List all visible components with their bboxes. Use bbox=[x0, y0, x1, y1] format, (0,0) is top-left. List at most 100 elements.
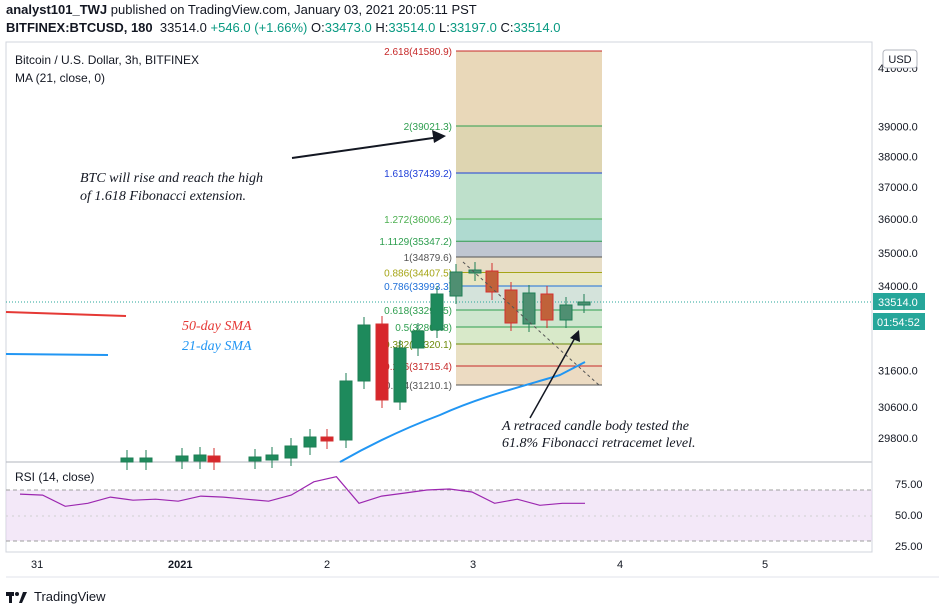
price-tick: 35000.0 bbox=[878, 248, 918, 260]
author-name: analyst101_TWJ bbox=[6, 2, 108, 17]
candle-body bbox=[303, 436, 317, 448]
time-tick-5: 5 bbox=[762, 559, 768, 571]
rsi-legend: RSI (14, close) bbox=[15, 470, 94, 484]
open-value: 33473.0 bbox=[324, 20, 372, 35]
tradingview-brand: TradingView bbox=[34, 589, 106, 604]
sma50-label: 50-day SMA bbox=[182, 319, 252, 334]
fib-level-label: 1(34879.6) bbox=[404, 253, 452, 264]
ma21-line bbox=[339, 361, 586, 463]
fib-band bbox=[456, 241, 602, 257]
candle-body bbox=[559, 304, 573, 321]
fib-band bbox=[456, 173, 602, 219]
currency-button[interactable] bbox=[882, 49, 918, 69]
candle-body bbox=[430, 293, 444, 331]
fib-band bbox=[456, 344, 602, 366]
candle-body bbox=[540, 293, 554, 321]
symbol-label: BITFINEX:BTCUSD, 180 bbox=[6, 20, 153, 35]
candle-body bbox=[339, 380, 353, 441]
time-tick-31: 31 bbox=[31, 559, 43, 571]
retrace-arrowhead bbox=[570, 330, 580, 342]
candle-body bbox=[120, 457, 134, 463]
fib-band bbox=[456, 219, 602, 242]
fib-band bbox=[456, 327, 602, 344]
candle-body bbox=[193, 454, 207, 462]
candle-body bbox=[577, 301, 591, 306]
sma21-left-line bbox=[5, 353, 109, 356]
time-tick-4: 4 bbox=[617, 559, 623, 571]
tradingview-logo-icon bbox=[6, 591, 27, 603]
currency-label: USD bbox=[888, 54, 911, 66]
price-change: +546.0 (+1.66%) bbox=[210, 20, 308, 35]
fib-level-label: 0.236(31715.4) bbox=[384, 362, 452, 373]
close-value: 33514.0 bbox=[513, 20, 561, 35]
publish-line: analyst101_TWJ published on TradingView.… bbox=[6, 2, 477, 17]
tradingview-logo[interactable]: TradingView bbox=[6, 589, 106, 604]
countdown-value: 01:54:52 bbox=[877, 317, 920, 329]
fib-level-label: 1.618(37439.2) bbox=[384, 169, 452, 180]
candle-body bbox=[411, 330, 425, 349]
projection-line bbox=[462, 261, 601, 387]
candle-body bbox=[485, 270, 499, 293]
rise-note-1: BTC will rise and reach the high bbox=[80, 171, 263, 186]
candle-body bbox=[522, 292, 536, 325]
rise-arrow-line bbox=[291, 136, 441, 159]
fib-level-label: 2.618(41580.9) bbox=[384, 47, 452, 58]
price-tag bbox=[873, 293, 925, 310]
price-tick: 31600.0 bbox=[878, 365, 918, 377]
time-tick-2: 2 bbox=[324, 559, 330, 571]
price-tick: 36000.0 bbox=[878, 214, 918, 226]
ma-legend: MA (21, close, 0) bbox=[15, 71, 105, 85]
sma50-line bbox=[5, 311, 127, 317]
candle-body bbox=[284, 445, 298, 459]
fibonacci-levels: 2.618(41580.9) 2(39021.3) 1.618(37439.2) 1.… bbox=[379, 47, 602, 392]
rise-arrowhead bbox=[432, 130, 446, 143]
candle-body bbox=[449, 271, 463, 297]
fib-band bbox=[456, 272, 602, 286]
candle-body bbox=[175, 455, 189, 462]
rsi-line bbox=[19, 476, 585, 507]
fib-band bbox=[456, 126, 602, 173]
fib-level-label: 0.114(31210.1) bbox=[385, 381, 452, 392]
price-tick: 38000.0 bbox=[878, 151, 918, 163]
fib-level-label: 2(39021.3) bbox=[404, 122, 452, 133]
countdown-tag bbox=[873, 313, 925, 330]
candle-body bbox=[393, 347, 407, 403]
retrace-note-2: 61.8% Fibonacci retracemet level. bbox=[502, 436, 695, 451]
rsi-tick-50: 50.00 bbox=[895, 510, 923, 522]
time-tick-2021: 2021 bbox=[168, 559, 192, 571]
high-value: 33514.0 bbox=[388, 20, 436, 35]
sma21-label: 21-day SMA bbox=[182, 339, 252, 354]
candles bbox=[120, 262, 591, 470]
retrace-note-1: A retraced candle body tested the bbox=[501, 419, 689, 434]
candle-body bbox=[265, 454, 279, 461]
candle-body bbox=[320, 436, 334, 442]
price-tick: 29800.0 bbox=[878, 433, 918, 445]
candle-body bbox=[468, 269, 482, 274]
chart-title: Bitcoin / U.S. Dollar, 3h, BITFINEX bbox=[15, 53, 199, 67]
candle-body bbox=[207, 455, 221, 463]
candle-body bbox=[248, 456, 262, 462]
last-price: 33514.0 bbox=[159, 20, 207, 35]
candle-body bbox=[139, 457, 153, 463]
rsi-tick-75: 75.00 bbox=[895, 479, 923, 491]
fib-level-label: 0.886(34407.5) bbox=[384, 268, 452, 279]
price-tick: 30600.0 bbox=[878, 402, 918, 414]
publish-info: published on TradingView.com, January 03… bbox=[110, 2, 477, 17]
candle-body bbox=[375, 323, 389, 401]
price-tick: 37000.0 bbox=[878, 182, 918, 194]
low-value: 33197.0 bbox=[449, 20, 497, 35]
fib-band bbox=[456, 366, 602, 385]
rsi-tick-25: 25.00 bbox=[895, 541, 923, 553]
fib-level-label: 0.5(32808.8) bbox=[395, 323, 452, 334]
candle-body bbox=[504, 289, 518, 324]
fib-level-label: 1.272(36006.2) bbox=[384, 215, 452, 226]
price-axis[interactable]: 41000.039000.038000.037000.036000.035000… bbox=[878, 63, 918, 445]
fib-level-label: 1.1129(35347.2) bbox=[379, 237, 452, 248]
price-tick: 34000.0 bbox=[878, 281, 918, 293]
price-tag-value: 33514.0 bbox=[878, 297, 918, 309]
fib-band bbox=[456, 51, 602, 126]
time-tick-3: 3 bbox=[470, 559, 476, 571]
price-tick: 39000.0 bbox=[878, 122, 918, 134]
rise-note-2: of 1.618 Fibonacci extension. bbox=[80, 189, 246, 204]
